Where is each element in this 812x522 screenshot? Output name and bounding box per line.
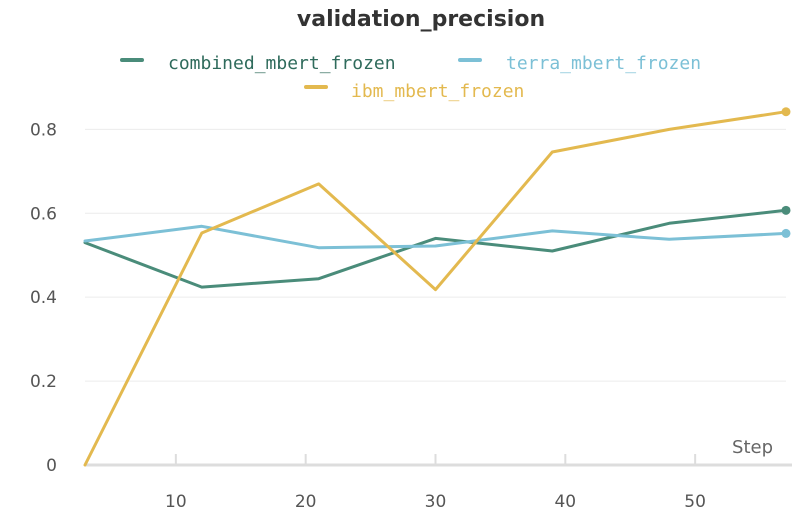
x-tick-label: 10 (165, 492, 187, 512)
x-axis: 10 20 30 40 50 (85, 454, 792, 512)
grid (85, 128, 786, 382)
legend-item-terra[interactable]: terra_mbert_frozen (458, 53, 701, 74)
series-line-terra[interactable] (83, 224, 788, 250)
y-tick-label: 0.8 (30, 120, 57, 140)
series-line-ibm[interactable] (83, 110, 788, 467)
y-tick-label: 0 (46, 456, 57, 476)
series-line-combined[interactable] (83, 208, 788, 289)
x-tick-label: 50 (684, 492, 706, 512)
x-axis-label: Step (732, 437, 773, 458)
y-axis: 0 0.2 0.4 0.6 0.8 (30, 120, 57, 476)
legend: combined_mbert_frozen terra_mbert_frozen… (120, 53, 701, 102)
series-group (83, 107, 791, 467)
legend-item-combined[interactable]: combined_mbert_frozen (120, 53, 396, 74)
legend-label-terra: terra_mbert_frozen (506, 53, 701, 74)
y-tick-label: 0.2 (30, 372, 57, 392)
x-tick-label: 30 (425, 492, 447, 512)
y-tick-label: 0.6 (30, 204, 57, 224)
series-endpoint-terra[interactable] (781, 228, 791, 238)
x-tick-label: 40 (554, 492, 576, 512)
series-endpoint-combined[interactable] (781, 205, 791, 215)
legend-item-ibm[interactable]: ibm_mbert_frozen (304, 81, 524, 102)
y-tick-label: 0.4 (30, 288, 57, 308)
chart-title: validation_precision (297, 7, 545, 32)
legend-label-combined: combined_mbert_frozen (168, 53, 396, 74)
x-tick-label: 20 (295, 492, 317, 512)
legend-label-ibm: ibm_mbert_frozen (351, 81, 524, 102)
series-endpoint-ibm[interactable] (781, 107, 791, 117)
